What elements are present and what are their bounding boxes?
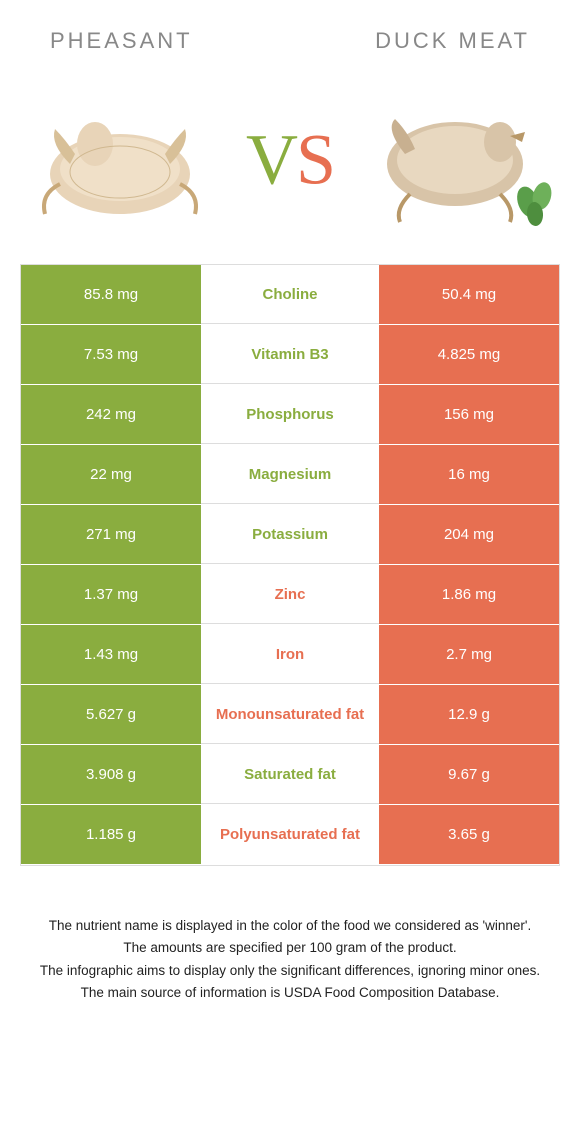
table-row: 1.37 mgZinc1.86 mg xyxy=(21,565,559,625)
nutrient-label: Phosphorus xyxy=(201,385,379,444)
value-left: 5.627 g xyxy=(21,685,201,744)
infographic-container: PHEASANT DUCK MEAT VS xyxy=(0,0,580,1003)
nutrient-table: 85.8 mgCholine50.4 mg7.53 mgVitamin B34.… xyxy=(20,264,560,866)
footer-line-4: The main source of information is USDA F… xyxy=(30,983,550,1003)
value-right: 50.4 mg xyxy=(379,265,559,324)
table-row: 7.53 mgVitamin B34.825 mg xyxy=(21,325,559,385)
table-row: 1.185 gPolyunsaturated fat3.65 g xyxy=(21,805,559,865)
nutrient-label: Vitamin B3 xyxy=(201,325,379,384)
value-right: 3.65 g xyxy=(379,805,559,864)
vs-label: VS xyxy=(246,118,334,201)
value-left: 242 mg xyxy=(21,385,201,444)
footer-line-1: The nutrient name is displayed in the co… xyxy=(30,916,550,936)
pheasant-image xyxy=(20,84,220,234)
value-left: 22 mg xyxy=(21,445,201,504)
nutrient-label: Polyunsaturated fat xyxy=(201,805,379,864)
value-right: 204 mg xyxy=(379,505,559,564)
footer-line-3: The infographic aims to display only the… xyxy=(30,961,550,981)
table-row: 242 mgPhosphorus156 mg xyxy=(21,385,559,445)
nutrient-label: Saturated fat xyxy=(201,745,379,804)
value-right: 4.825 mg xyxy=(379,325,559,384)
value-right: 1.86 mg xyxy=(379,565,559,624)
table-row: 22 mgMagnesium16 mg xyxy=(21,445,559,505)
nutrient-label: Zinc xyxy=(201,565,379,624)
footer-line-2: The amounts are specified per 100 gram o… xyxy=(30,938,550,958)
table-row: 3.908 gSaturated fat9.67 g xyxy=(21,745,559,805)
mint-leaves-icon xyxy=(513,180,554,227)
value-left: 1.43 mg xyxy=(21,625,201,684)
title-left: PHEASANT xyxy=(50,28,193,54)
table-row: 85.8 mgCholine50.4 mg xyxy=(21,265,559,325)
footer-notes: The nutrient name is displayed in the co… xyxy=(30,916,550,1003)
hero: VS xyxy=(0,64,580,264)
nutrient-label: Potassium xyxy=(201,505,379,564)
value-right: 2.7 mg xyxy=(379,625,559,684)
duck-image xyxy=(360,84,560,234)
nutrient-label: Magnesium xyxy=(201,445,379,504)
value-left: 3.908 g xyxy=(21,745,201,804)
nutrient-label: Choline xyxy=(201,265,379,324)
value-left: 1.37 mg xyxy=(21,565,201,624)
nutrient-label: Iron xyxy=(201,625,379,684)
value-left: 85.8 mg xyxy=(21,265,201,324)
value-left: 7.53 mg xyxy=(21,325,201,384)
value-right: 9.67 g xyxy=(379,745,559,804)
header: PHEASANT DUCK MEAT xyxy=(0,0,580,64)
nutrient-label: Monounsaturated fat xyxy=(201,685,379,744)
title-right: DUCK MEAT xyxy=(375,28,530,54)
table-row: 271 mgPotassium204 mg xyxy=(21,505,559,565)
value-left: 271 mg xyxy=(21,505,201,564)
table-row: 5.627 gMonounsaturated fat12.9 g xyxy=(21,685,559,745)
value-right: 156 mg xyxy=(379,385,559,444)
value-left: 1.185 g xyxy=(21,805,201,864)
vs-s: S xyxy=(296,119,334,199)
vs-v: V xyxy=(246,119,296,199)
value-right: 12.9 g xyxy=(379,685,559,744)
value-right: 16 mg xyxy=(379,445,559,504)
table-row: 1.43 mgIron2.7 mg xyxy=(21,625,559,685)
